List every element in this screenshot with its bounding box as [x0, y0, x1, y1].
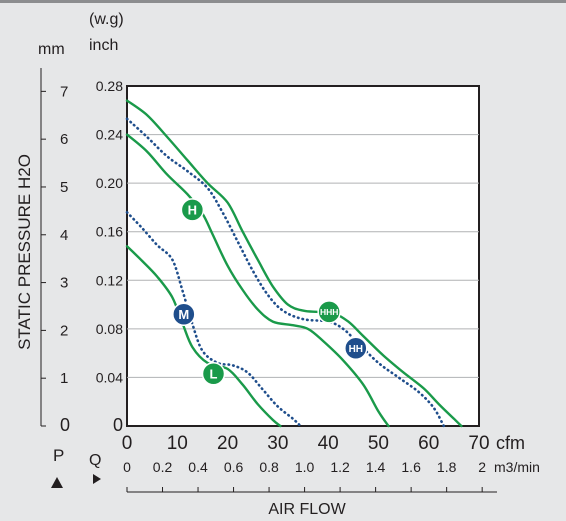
- x-cfm-ticks: 0 10 20 30 40 50 60 70: [122, 433, 490, 454]
- series-lines: [125, 99, 463, 429]
- airflow-ticks: [126, 487, 483, 492]
- x-cfm-tick-label: 10: [167, 433, 188, 454]
- y-inch-tick-label: 0.08: [96, 321, 123, 337]
- x-cfm-tick-label: 70: [468, 433, 489, 454]
- x-axis-title: AIR FLOW: [268, 501, 346, 518]
- x-m3-tick-label: 1.0: [295, 459, 315, 475]
- x-m3-tick-label: 1.6: [401, 459, 421, 475]
- q-arrow-icon: [93, 474, 101, 484]
- cfm-unit-label: cfm: [496, 433, 525, 453]
- series-marker-label: HH: [349, 344, 363, 355]
- x-m3-tick-label: 0: [123, 459, 131, 475]
- y-inch-ticks: 0 0.04 0.08 0.12 0.16 0.20 0.24 0.28: [96, 78, 123, 435]
- x-m3-tick-label: 1.8: [437, 459, 457, 475]
- y-mm-tick-label: 0: [60, 415, 70, 435]
- p-label: P: [53, 446, 64, 465]
- series-marker-label: HHH: [320, 307, 338, 317]
- x-m3-tick-label: 0.6: [224, 459, 244, 475]
- y-inch-tick-label: 0.04: [96, 369, 123, 385]
- x-cfm-tick-label: 60: [418, 433, 439, 454]
- q-label: Q: [89, 452, 101, 469]
- x-cfm-tick-label: 40: [318, 433, 339, 454]
- x-cfm-tick-label: 50: [368, 433, 389, 454]
- series-marker-hh: [344, 336, 368, 361]
- series-marker-label: H: [188, 203, 197, 218]
- x-m3-tick-label: 0.4: [188, 459, 208, 475]
- series-marker-hhh: [317, 300, 341, 324]
- m3min-unit-label: m3/min: [494, 459, 540, 475]
- x-cfm-tick-label: 20: [217, 433, 238, 454]
- y-inch-tick-label: 0.24: [96, 127, 123, 143]
- x-m3-tick-label: 1.4: [366, 459, 386, 475]
- x-m3-tick-label: 1.2: [330, 459, 350, 475]
- y-mm-tick-label: 4: [60, 227, 68, 244]
- y-inch-tick-label: 0.12: [96, 272, 123, 288]
- y-inch-tick-label: 0.20: [96, 175, 123, 191]
- x-m3-tick-label: 0.2: [153, 459, 173, 475]
- series-marker-h: [180, 198, 205, 222]
- plot-area: [126, 85, 480, 427]
- series-line-h: [125, 133, 390, 428]
- y-mm-tick-label: 3: [60, 275, 68, 292]
- y-axis-title: STATIC PRESSURE H2O: [15, 154, 34, 350]
- y-mm-tick-label: 2: [60, 322, 68, 339]
- series-line-hhh: [125, 99, 463, 428]
- inch-unit-label: inch: [89, 37, 118, 54]
- series-marker-m: [172, 302, 196, 327]
- mm-unit-label: mm: [38, 41, 65, 58]
- y-mm-ticks: 0 1 2 3 4 5 6 7: [41, 83, 70, 435]
- series-line-l: [125, 245, 282, 428]
- series-marker-label: M: [178, 307, 189, 322]
- y-inch-tick-label: 0: [113, 415, 123, 435]
- x-m3-ticks: 0 0.2 0.4 0.6 0.8 1.0 1.2 1.4 1.6 1.8 2: [123, 459, 486, 475]
- series-marker-l: [201, 362, 226, 386]
- x-m3-tick-label: 0.8: [259, 459, 279, 475]
- y-inch-tick-label: 0.16: [96, 224, 123, 240]
- y-mm-tick-label: 1: [60, 370, 68, 387]
- p-arrow-icon: [51, 477, 63, 488]
- y-mm-tick-label: 6: [60, 131, 68, 148]
- y-inch-tick-label: 0.28: [96, 78, 123, 94]
- x-cfm-tick-label: 0: [122, 433, 133, 454]
- x-cfm-tick-label: 30: [267, 433, 288, 454]
- x-m3-tick-label: 2: [478, 459, 486, 475]
- y-mm-tick-label: 7: [60, 83, 68, 100]
- y-mm-tick-label: 5: [60, 179, 68, 196]
- wg-unit-label: (w.g): [89, 11, 124, 28]
- series-line-m: [125, 211, 302, 428]
- series-marker-label: L: [210, 366, 218, 381]
